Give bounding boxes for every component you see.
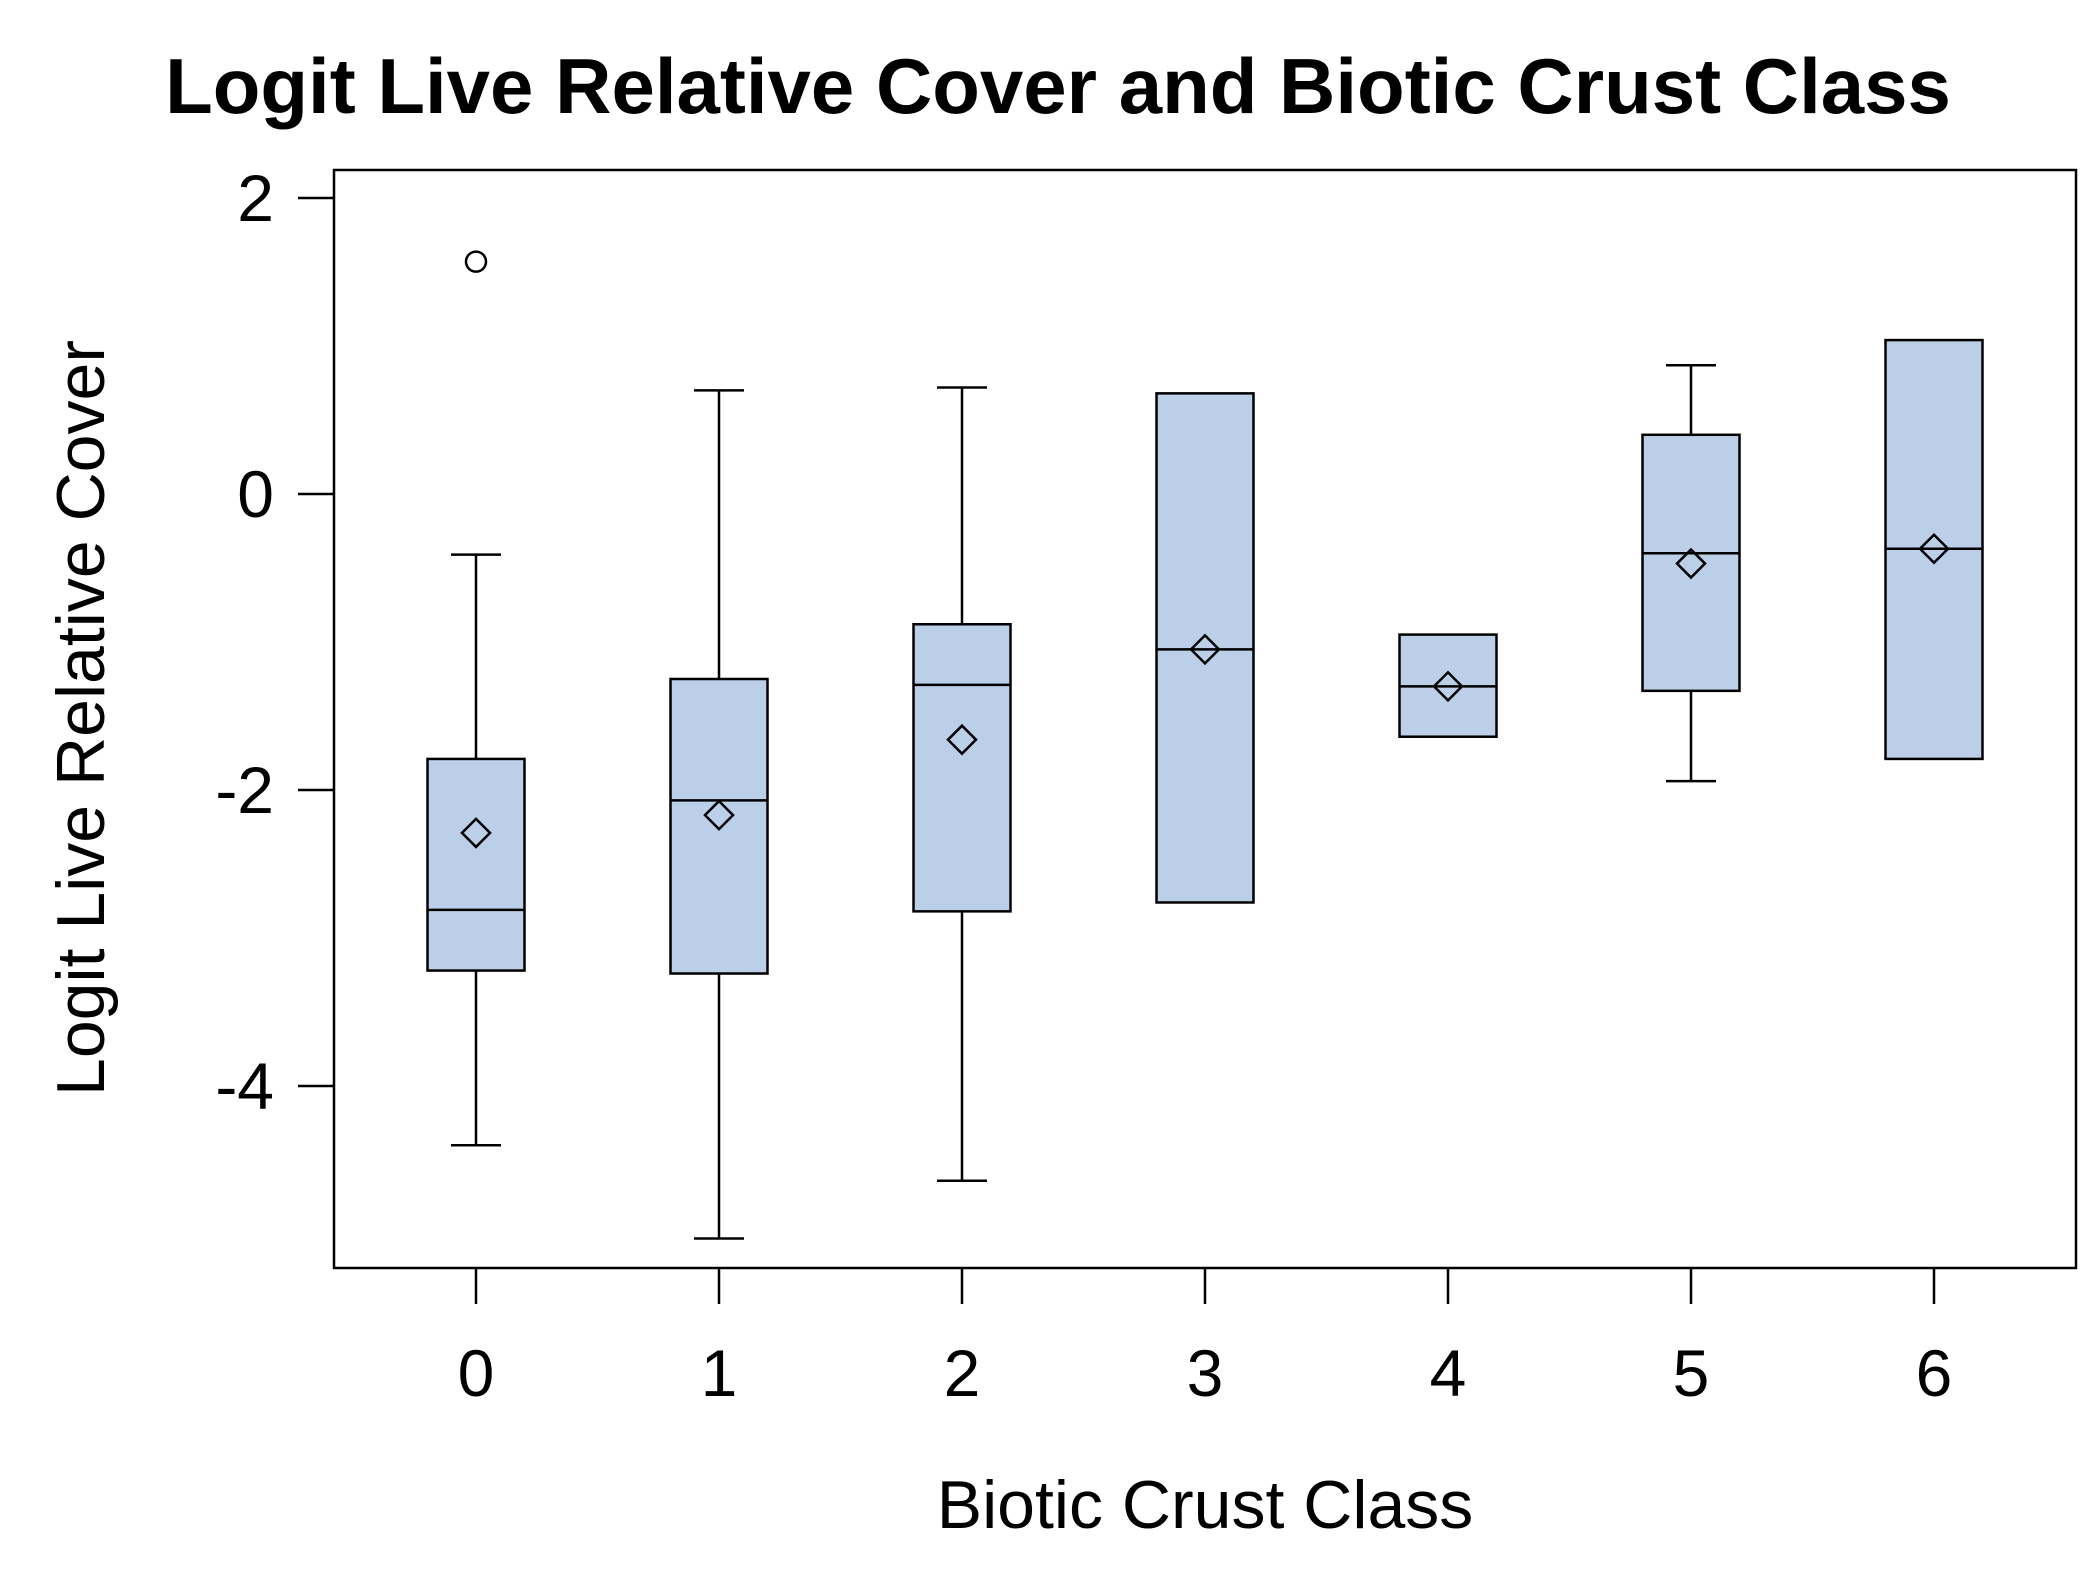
box-group-3	[1155, 392, 1255, 904]
box	[426, 757, 526, 972]
x-tick-label: 4	[1430, 1336, 1467, 1410]
mean-marker	[946, 723, 978, 756]
x-tick-label: 5	[1673, 1336, 1710, 1410]
box	[1155, 392, 1255, 904]
box-group-5	[1641, 363, 1741, 783]
x-tick-label: 6	[1916, 1336, 1953, 1410]
mean-marker	[460, 817, 492, 849]
box	[1641, 433, 1741, 693]
box-group-6	[1884, 338, 1984, 761]
outlier-point	[464, 250, 488, 273]
mean-marker	[1675, 547, 1707, 580]
y-axis-label: Logit Live Relative Cover	[43, 340, 119, 1096]
box-group-4	[1398, 633, 1498, 738]
mean-marker	[1432, 670, 1464, 703]
y-tick-label: -2	[215, 753, 274, 827]
y-axis: 2 0 -2 -4	[215, 161, 334, 1123]
x-axis: 0 1 2 3 4 5 6	[458, 1268, 1953, 1410]
mean-marker	[703, 799, 735, 831]
y-tick-label: 0	[237, 457, 274, 531]
x-tick-label: 3	[1187, 1336, 1224, 1410]
chart-title: Logit Live Relative Cover and Biotic Cru…	[165, 42, 1951, 130]
x-tick-label: 0	[458, 1336, 495, 1410]
boxes	[426, 250, 1984, 1240]
box	[912, 622, 1012, 913]
box-group-1	[669, 389, 769, 1240]
mean-marker	[1918, 532, 1950, 565]
box-group-2	[912, 386, 1012, 1182]
y-tick-label: -4	[215, 1049, 274, 1123]
x-axis-label: Biotic Crust Class	[937, 1467, 1474, 1543]
box-group-0	[426, 250, 526, 1147]
mean-marker	[1189, 633, 1221, 666]
y-tick-label: 2	[237, 161, 274, 235]
box	[669, 677, 769, 975]
x-tick-label: 1	[701, 1336, 738, 1410]
x-tick-label: 2	[944, 1336, 981, 1410]
